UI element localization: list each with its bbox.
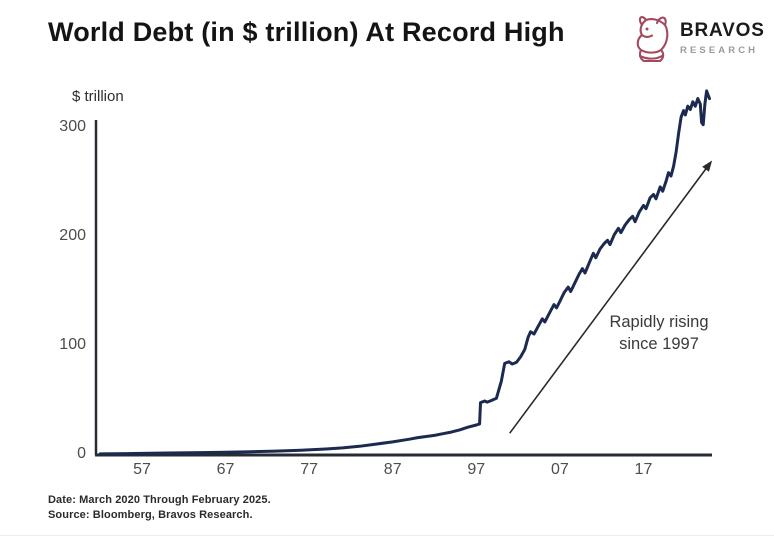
axes bbox=[94, 120, 712, 457]
y-tick-300: 300 bbox=[59, 118, 86, 135]
debt-line-series bbox=[98, 89, 711, 456]
source-note: Date: March 2020 Through February 2025. … bbox=[48, 493, 271, 523]
annotation-line2: since 1997 bbox=[619, 334, 699, 353]
annotation-rapidly-rising: Rapidly rising since 1997 bbox=[590, 312, 728, 356]
page-title: World Debt (in $ trillion) At Record Hig… bbox=[48, 17, 565, 47]
x-tick-67: 67 bbox=[216, 461, 235, 478]
x-tick-57: 57 bbox=[133, 461, 151, 478]
y-tick-0: 0 bbox=[77, 445, 86, 462]
logo-name: BRAVOS bbox=[680, 20, 765, 41]
y-tick-200: 200 bbox=[59, 227, 86, 244]
source-note-date: Date: March 2020 Through February 2025. bbox=[48, 494, 271, 506]
bravos-logo: BRAVOS RESEARCH bbox=[628, 10, 764, 72]
y-tick-100: 100 bbox=[59, 336, 86, 353]
x-tick-07: 07 bbox=[550, 461, 569, 478]
trend-arrow bbox=[509, 160, 713, 434]
x-tick-17: 17 bbox=[634, 461, 653, 478]
x-tick-97: 97 bbox=[467, 461, 486, 478]
bull-icon bbox=[636, 16, 669, 63]
x-tick-77: 77 bbox=[300, 461, 319, 478]
source-note-source: Source: Bloomberg, Bravos Research. bbox=[48, 508, 253, 521]
y-axis-unit-label: $ trillion bbox=[72, 88, 124, 105]
x-tick-87: 87 bbox=[383, 461, 402, 478]
annotation-line1: Rapidly rising bbox=[609, 313, 709, 331]
logo-subtitle: RESEARCH bbox=[680, 45, 759, 56]
